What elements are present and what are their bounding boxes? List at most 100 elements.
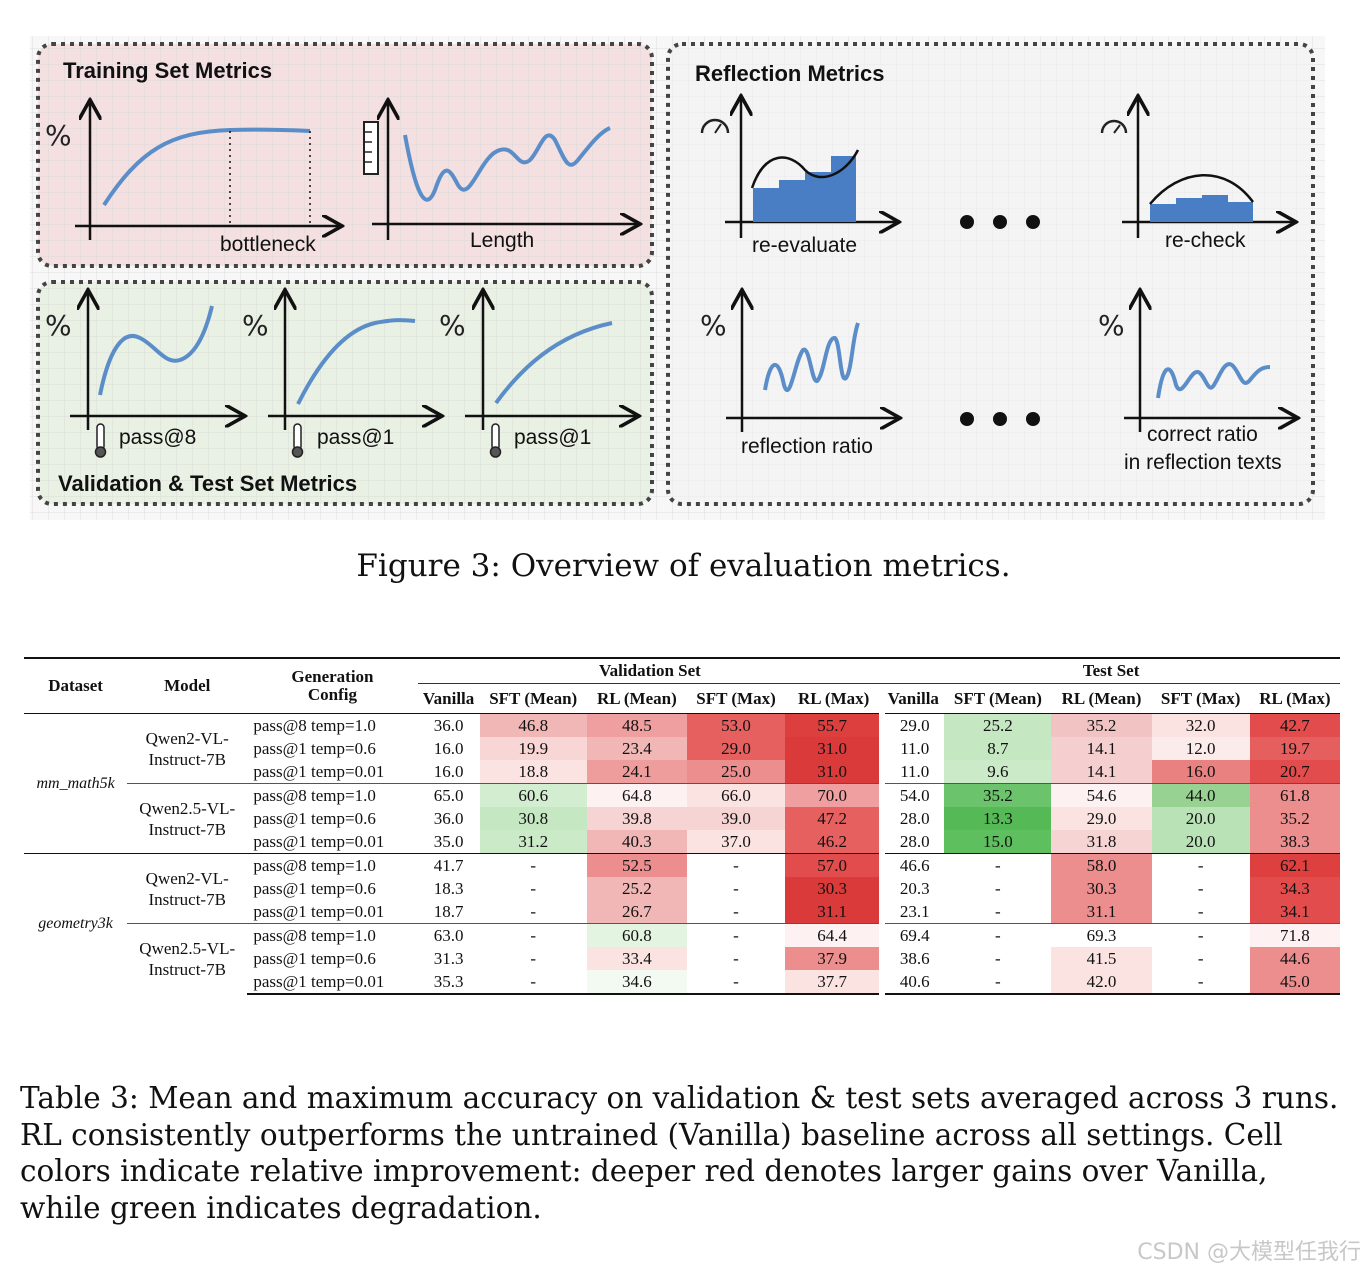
- header-dataset: Dataset: [48, 676, 103, 695]
- value-cell: 38.3: [1249, 830, 1340, 854]
- percent-label: %: [439, 309, 466, 342]
- value-cell: -: [1197, 901, 1204, 921]
- value-cell: 39.0: [686, 807, 786, 830]
- value-cell: 44.0: [1151, 783, 1250, 807]
- value-cell: 55.7: [785, 713, 883, 737]
- value-cell: -: [733, 901, 739, 921]
- validation-test-panel: % pass@8 % pass@1 % pass@1 Validation & …: [36, 280, 654, 506]
- table-row: mm_math5k Qwen2-VL- Instruct-7B pass@8 temp…: [24, 713, 1340, 854]
- value-cell: 35.2: [944, 783, 1052, 807]
- model-name-line2: Instruct-7B: [148, 749, 226, 769]
- value-cell: 16.0: [433, 761, 464, 781]
- value-cell: -: [479, 970, 587, 995]
- value-cell: -: [530, 901, 537, 921]
- value-cell: -: [686, 923, 786, 947]
- value-cell: 35.2: [1051, 713, 1152, 737]
- value-cell: 53.0: [686, 713, 786, 737]
- value-cell: 54.0: [879, 783, 945, 807]
- value-cell: 60.6: [479, 783, 587, 807]
- column-header: RL (Max): [1259, 688, 1331, 708]
- column-header: SFT (Max): [696, 688, 776, 708]
- header-gen-line1: Generation: [291, 667, 374, 686]
- value-cell: 69.3: [1051, 923, 1152, 947]
- value-cell: 63.0: [417, 923, 480, 947]
- config-cell: pass@8 temp=1.0: [247, 923, 418, 947]
- value-cell: 36.0: [417, 713, 480, 737]
- value-cell: 35.0: [433, 831, 464, 851]
- value-cell: 16.0: [1151, 760, 1250, 784]
- value-cell: 71.8: [1249, 923, 1340, 947]
- value-cell: 69.4: [879, 923, 945, 947]
- value-cell: 34.3: [1249, 877, 1340, 900]
- value-cell: 31.1: [1051, 900, 1152, 924]
- value-cell: 33.4: [586, 947, 687, 970]
- watermark: CSDN @大模型任我行: [1137, 1240, 1361, 1265]
- thermometer-icon: [291, 423, 304, 458]
- config-cell: pass@1 temp=0.6: [253, 948, 376, 968]
- value-cell: 41.5: [1051, 947, 1152, 970]
- ellipsis-dots: [960, 215, 1040, 426]
- value-cell: 64.8: [586, 783, 687, 807]
- pass1-label-a: pass@1: [317, 426, 394, 449]
- value-cell: 20.0: [1151, 830, 1250, 854]
- value-cell: 61.8: [1249, 783, 1340, 807]
- value-cell: 31.0: [785, 737, 883, 760]
- value-cell: 47.2: [785, 807, 883, 830]
- value-cell: -: [479, 853, 587, 877]
- value-cell: 14.1: [1051, 737, 1152, 760]
- correct-ratio-label: correct ratio: [1147, 423, 1258, 446]
- pass8-label: pass@8: [119, 426, 196, 449]
- model-name-line2: Instruct-7B: [148, 960, 226, 979]
- value-cell: 18.3: [433, 878, 464, 898]
- training-set-panel: Training Set Metrics % bottleneck Length: [36, 42, 654, 268]
- config-cell: pass@1 temp=0.01: [247, 970, 418, 995]
- value-cell: 23.4: [586, 737, 687, 760]
- value-cell: -: [1151, 970, 1250, 995]
- column-header: RL (Mean): [1061, 688, 1142, 708]
- model-name-line1: Qwen2.5-VL-: [139, 939, 236, 958]
- model-name-line2: Instruct-7B: [148, 889, 226, 909]
- value-cell: 11.0: [879, 737, 945, 760]
- training-title: Training Set Metrics: [63, 58, 272, 83]
- value-cell: -: [1151, 923, 1250, 947]
- percent-label: %: [45, 119, 72, 152]
- value-cell: 37.7: [785, 970, 883, 995]
- evaluation-metrics-figure: Training Set Metrics % bottleneck Length…: [30, 36, 1325, 520]
- column-header: SFT (Max): [1160, 688, 1241, 708]
- config-cell: pass@1 temp=0.6: [253, 738, 376, 758]
- value-cell: 30.3: [785, 877, 883, 900]
- column-header: Vanilla: [887, 688, 939, 708]
- table-row: geometry3k Qwen2-VL- Instruct-7B pass@8 tem…: [24, 853, 1340, 994]
- config-cell: pass@1 temp=0.6: [253, 878, 376, 898]
- value-cell: 64.4: [785, 923, 883, 947]
- thermometer-icon: [489, 423, 502, 458]
- speedometer-icon: [1100, 119, 1128, 134]
- value-cell: 38.6: [879, 947, 945, 970]
- percent-label: %: [700, 309, 727, 342]
- value-cell: 13.3: [944, 807, 1052, 830]
- value-cell: 15.0: [944, 830, 1052, 854]
- model-cell: Qwen2-VL- Instruct-7B: [127, 713, 248, 784]
- value-cell: -: [530, 948, 537, 968]
- value-cell: 25.2: [586, 877, 687, 900]
- table-caption: Table 3: Mean and maximum accuracy on va…: [20, 1081, 1339, 1225]
- value-cell: 30.3: [1051, 877, 1152, 900]
- value-cell: 19.9: [479, 737, 587, 760]
- value-cell: 28.0: [879, 807, 945, 830]
- value-cell: 46.8: [479, 713, 587, 737]
- table-row: pass@1 temp=0.6 18.3-25.2-30.3 20.3-30.3-3…: [24, 877, 1340, 900]
- value-cell: 31.1: [785, 900, 883, 924]
- config-cell: pass@8 temp=1.0: [247, 783, 418, 807]
- re-evaluate-label: re-evaluate: [752, 234, 857, 257]
- value-cell: -: [995, 901, 1001, 921]
- value-cell: 35.2: [1249, 807, 1340, 830]
- value-cell: 32.0: [1151, 713, 1250, 737]
- model-name-line1: Qwen2-VL-: [145, 868, 229, 888]
- reflection-texts-label: in reflection texts: [1124, 451, 1282, 474]
- value-cell: 40.3: [586, 830, 687, 854]
- value-cell: -: [1197, 948, 1204, 968]
- model-name-line1: Qwen2-VL-: [145, 728, 229, 748]
- model-cell: Qwen2.5-VL- Instruct-7B: [127, 783, 248, 854]
- table-row: pass@1 temp=0.01 35.3-34.6-37.7 40.6-42.0-…: [24, 970, 1340, 995]
- header-test-set: Test Set: [882, 658, 1340, 684]
